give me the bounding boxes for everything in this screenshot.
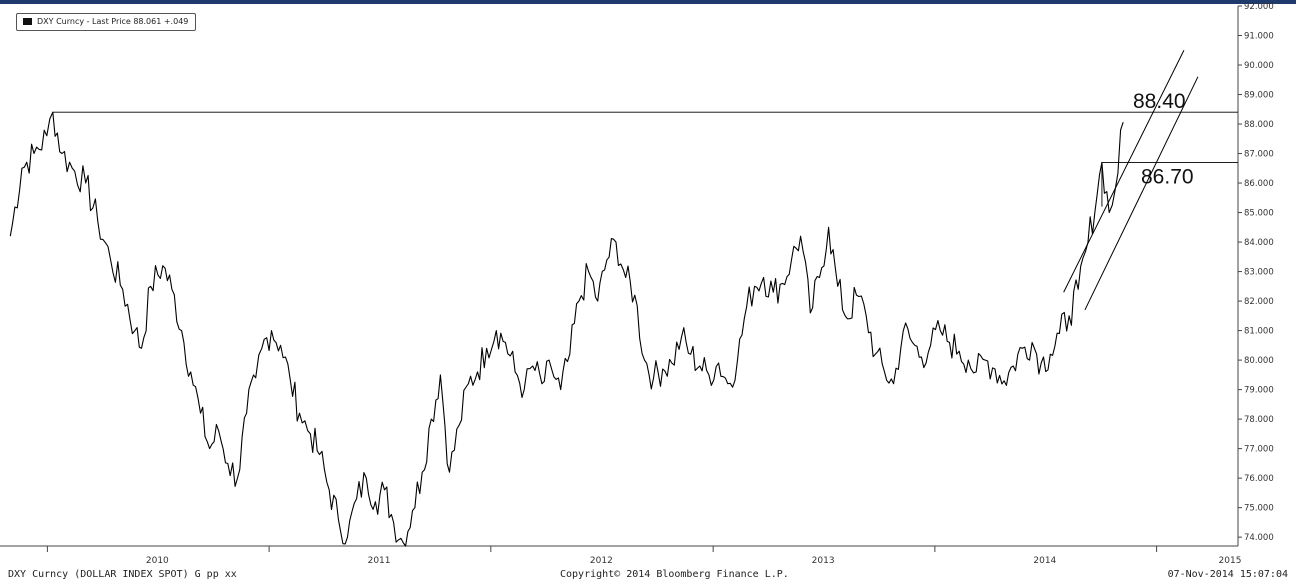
- y-tick-label-90: 90.000: [1244, 61, 1274, 71]
- x-tick-label-2011: 2011: [368, 556, 391, 566]
- y-tick-label-81: 81.000: [1244, 327, 1274, 337]
- level-label-88-40: 88.40: [1133, 90, 1186, 113]
- x-tick-label-2012: 2012: [590, 556, 613, 566]
- y-tick-label-80: 80.000: [1244, 356, 1274, 366]
- x-tick-label-2015: 2015: [1219, 556, 1242, 566]
- y-tick-label-82: 82.000: [1244, 297, 1274, 307]
- footer-security: DXY Curncy (DOLLAR INDEX SPOT) G pp xx: [8, 569, 237, 580]
- x-tick-label-2013: 2013: [812, 556, 835, 566]
- footer-copyright: Copyright© 2014 Bloomberg Finance L.P.: [560, 569, 789, 580]
- y-tick-label-92: 92.000: [1244, 2, 1274, 12]
- annotation-layer: 88.40 86.70: [52, 50, 1238, 311]
- y-tick-label-79: 79.000: [1244, 386, 1274, 396]
- footer-timestamp: 07-Nov-2014 15:07:04: [1167, 569, 1288, 580]
- y-tick-label-91: 91.000: [1244, 32, 1274, 42]
- x-tick-label-2010: 2010: [146, 556, 169, 566]
- series-layer: [9, 111, 1124, 547]
- y-tick-label-84: 84.000: [1244, 238, 1274, 248]
- chart-legend: DXY Curncy - Last Price 88.061 +.049: [16, 13, 197, 31]
- y-tick-label-85: 85.000: [1244, 209, 1274, 219]
- y-tick-label-83: 83.000: [1244, 268, 1274, 278]
- x-axis: 2010 2011 2012 2013 2014 2015: [46, 546, 1242, 566]
- y-tick-label-74: 74.000: [1244, 533, 1274, 543]
- y-tick-label-78: 78.000: [1244, 415, 1274, 425]
- y-tick-label-88: 88.000: [1244, 120, 1274, 130]
- y-axis: 92.000 91.000 90.000 89.000 88.000 87.000 86.0…: [1238, 2, 1274, 543]
- y-tick-label-87: 87.000: [1244, 150, 1274, 160]
- y-tick-label-89: 89.000: [1244, 91, 1274, 101]
- trend-channel-line-1: [1063, 50, 1185, 293]
- price-series-line: [9, 111, 1124, 547]
- legend-label: DXY Curncy - Last Price 88.061 +.049: [37, 17, 189, 26]
- y-tick-label-86: 86.000: [1244, 179, 1274, 189]
- y-tick-label-77: 77.000: [1244, 445, 1274, 455]
- trend-channel-line-2: [1084, 76, 1199, 311]
- y-tick-label-76: 76.000: [1244, 474, 1274, 484]
- x-tick-label-2014: 2014: [1033, 556, 1056, 566]
- top-rule: [0, 0, 1296, 4]
- legend-swatch: [23, 18, 32, 25]
- y-tick-label-75: 75.000: [1244, 504, 1274, 514]
- level-label-86-70: 86.70: [1141, 165, 1194, 188]
